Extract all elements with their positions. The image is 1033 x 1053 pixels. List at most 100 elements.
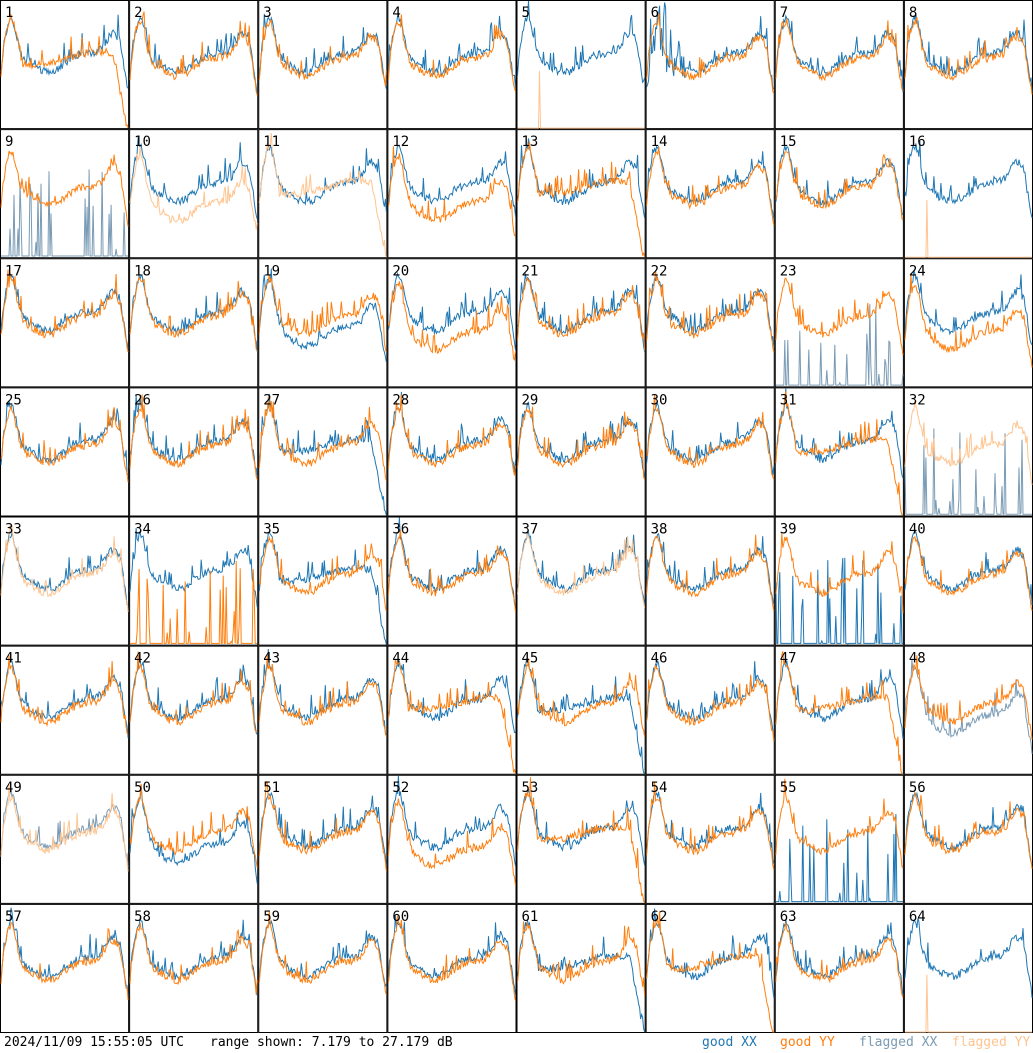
series-xx-31 <box>775 388 904 479</box>
series-yy-53 <box>517 777 646 904</box>
panel-label: 13 <box>522 134 539 150</box>
panel-52: 52 <box>387 774 517 904</box>
series-yy-60 <box>387 915 516 1002</box>
series-xx-11 <box>258 143 387 213</box>
panel-38: 38 <box>645 516 775 646</box>
series-yy-36 <box>387 529 516 612</box>
series-yy-64 <box>904 974 1032 1033</box>
panel-30: 30 <box>645 387 775 517</box>
panel-29: 29 <box>516 387 646 517</box>
legend-flagged-xx: flagged XX <box>859 1035 938 1050</box>
panel-label: 6 <box>651 5 659 21</box>
panel-58: 58 <box>129 903 259 1033</box>
series-yy-38 <box>646 534 775 612</box>
panel-label: 21 <box>522 263 539 279</box>
panel-label: 37 <box>522 522 539 538</box>
panel-43: 43 <box>258 645 388 775</box>
series-yy-2 <box>129 11 258 96</box>
panel-47: 47 <box>774 645 904 775</box>
series-xx-20 <box>387 271 516 351</box>
panel-frame <box>645 903 775 1033</box>
series-xx-10 <box>129 137 258 220</box>
series-xx-5 <box>517 0 646 84</box>
series-yy-32 <box>904 400 1033 486</box>
panel-26: 26 <box>129 387 259 517</box>
series-yy-21 <box>517 277 646 351</box>
series-yy-22 <box>646 270 775 353</box>
panel-59: 59 <box>258 903 388 1033</box>
panel-label: 15 <box>780 134 797 150</box>
footer-bar: 2024/11/09 15:55:05 UTC range shown: 7.1… <box>0 1033 1033 1053</box>
series-yy-16 <box>904 199 1032 258</box>
series-xx-55 <box>775 813 903 903</box>
panel-label: 4 <box>392 5 400 21</box>
panel-label: 3 <box>263 5 271 21</box>
series-yy-43 <box>258 655 387 737</box>
panel-37: 37 <box>516 516 646 646</box>
panel-40: 40 <box>903 516 1033 646</box>
panel-label: 47 <box>780 651 797 667</box>
series-yy-23 <box>775 277 904 356</box>
series-yy-5 <box>517 70 645 129</box>
panel-42: 42 <box>129 645 259 775</box>
panel-frame <box>645 645 775 775</box>
panel-4: 4 <box>387 0 517 130</box>
series-yy-48 <box>904 655 1033 740</box>
series-yy-18 <box>129 276 258 352</box>
series-yy-24 <box>904 273 1033 368</box>
panel-label: 59 <box>263 909 280 925</box>
panel-39: 39 <box>774 516 904 646</box>
panel-57: 57 <box>0 903 130 1033</box>
panel-label: 12 <box>392 134 409 150</box>
panel-frame <box>0 258 130 388</box>
panel-label: 51 <box>263 780 280 796</box>
panel-label: 38 <box>651 522 668 538</box>
series-yy-58 <box>129 922 258 995</box>
series-yy-13 <box>517 141 646 258</box>
panel-54: 54 <box>645 774 775 904</box>
panel-55: 55 <box>774 774 904 904</box>
panel-frame <box>516 645 646 775</box>
panel-frame <box>387 0 517 130</box>
series-yy-35 <box>258 535 387 612</box>
series-yy-49 <box>0 784 129 872</box>
panel-3: 3 <box>258 0 388 130</box>
panel-label: 31 <box>780 392 797 408</box>
series-xx-38 <box>646 532 775 605</box>
series-xx-19 <box>258 268 387 363</box>
panel-1: 1 <box>0 0 130 130</box>
panel-label: 5 <box>522 5 530 21</box>
series-yy-30 <box>646 394 775 480</box>
panel-label: 27 <box>263 392 280 408</box>
panel-label: 20 <box>392 263 409 279</box>
series-yy-17 <box>0 269 129 353</box>
panel-frame <box>387 258 517 388</box>
series-yy-52 <box>387 798 516 886</box>
panel-50: 50 <box>129 774 259 904</box>
series-xx-27 <box>258 393 387 516</box>
panel-13: 13 <box>516 129 646 259</box>
panel-label: 41 <box>5 651 22 667</box>
panel-label: 34 <box>134 522 151 538</box>
panel-label: 1 <box>5 5 13 21</box>
panel-18: 18 <box>129 258 259 388</box>
series-yy-47 <box>775 651 903 775</box>
panel-9: 9 <box>0 129 130 259</box>
panel-label: 2 <box>134 5 142 21</box>
panel-frame <box>774 387 904 517</box>
panel-label: 61 <box>522 909 539 925</box>
series-yy-29 <box>517 406 646 480</box>
series-yy-19 <box>258 274 387 353</box>
series-yy-37 <box>517 533 646 609</box>
panel-label: 14 <box>651 134 668 150</box>
panel-8: 8 <box>903 0 1033 130</box>
series-yy-11 <box>258 132 387 258</box>
panel-label: 39 <box>780 522 797 538</box>
panel-61: 61 <box>516 903 646 1033</box>
series-yy-46 <box>646 664 775 742</box>
series-yy-10 <box>129 146 258 230</box>
panel-label: 57 <box>5 909 22 925</box>
panel-label: 49 <box>5 780 22 796</box>
panel-41: 41 <box>0 645 130 775</box>
